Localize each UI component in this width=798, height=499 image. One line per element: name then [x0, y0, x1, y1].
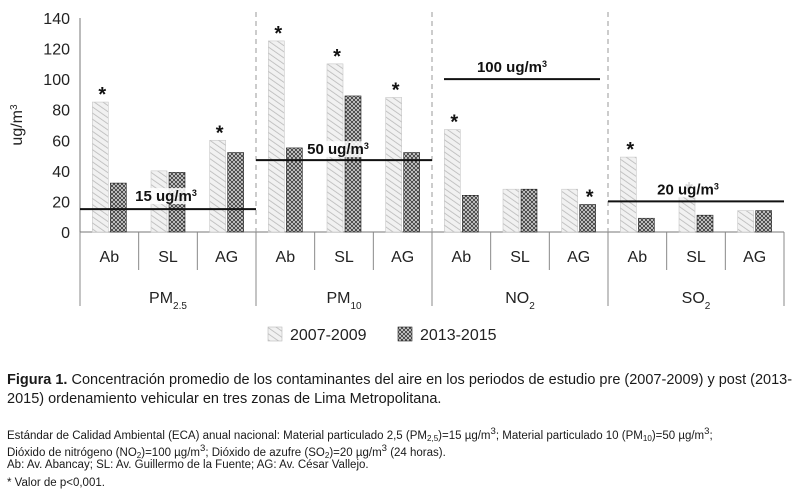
legend-label: 2007-2009 — [290, 327, 367, 344]
standard-label-sup: 3 — [542, 59, 547, 69]
standard-label-sup: 3 — [192, 188, 197, 198]
note-standards-line1: Estándar de Calidad Ambiental (ECA) anua… — [7, 426, 713, 443]
y-axis-label: ug/m3 — [9, 104, 27, 146]
bar-2013-2015 — [344, 95, 362, 233]
category-label: AG — [743, 249, 766, 266]
y-tick-label: 20 — [52, 194, 70, 211]
group-label-sub: 2.5 — [173, 301, 187, 312]
y-tick-label: 40 — [52, 164, 70, 181]
significance-star: * — [216, 122, 224, 144]
standard-label-bg — [473, 59, 551, 76]
legend-label: 2013-2015 — [420, 327, 497, 344]
group-label: SO2 — [682, 290, 711, 312]
y-tick-label: 0 — [61, 225, 70, 242]
standard-label-sup: 3 — [714, 181, 719, 191]
category-label: Ab — [452, 249, 472, 266]
category-label: AG — [391, 249, 414, 266]
bar-2007-2009 — [268, 40, 285, 233]
bar-2013-2015 — [227, 152, 244, 233]
figure-caption-label: Figura 1. — [7, 372, 68, 388]
figure-caption: Figura 1. Concentración promedio de los … — [7, 371, 793, 409]
group-label: PM10 — [326, 290, 362, 312]
group-label-sub: 2 — [529, 301, 535, 312]
category-label: SL — [334, 249, 354, 266]
y-axis-label-sup: 3 — [9, 104, 20, 110]
legend-swatch — [267, 326, 283, 342]
significance-star: * — [392, 79, 400, 101]
bar-2007-2009 — [620, 156, 637, 233]
group-label-sub: 10 — [350, 301, 362, 312]
category-label: AG — [215, 249, 238, 266]
category-label: SL — [510, 249, 530, 266]
bar-chart: 0 20 40 60 80 100 120 140 ug/m3 Ab SL AG PM2.5 Ab SL AG… — [9, 11, 785, 344]
standard-label: 50 ug/m3 — [307, 141, 369, 158]
y-tick-label: 100 — [43, 72, 70, 89]
standard-label-sup: 3 — [364, 141, 369, 151]
significance-star: * — [98, 84, 106, 106]
bar-2007-2009 — [561, 188, 578, 233]
category-label: Ab — [628, 249, 648, 266]
standard-label: 20 ug/m3 — [657, 181, 719, 198]
category-label: SL — [158, 249, 178, 266]
group-label: PM2.5 — [149, 290, 187, 312]
category-label: Ab — [100, 249, 120, 266]
standard-label-bg — [303, 141, 373, 158]
significance-star: * — [586, 186, 594, 208]
standard-label-bg — [131, 188, 201, 205]
standard-label-bg — [653, 181, 723, 198]
bar-2007-2009 — [92, 101, 109, 233]
bar-2007-2009 — [737, 210, 754, 233]
bar-2013-2015 — [403, 152, 420, 233]
bar-2013-2015 — [462, 195, 479, 233]
y-tick-label: 140 — [43, 11, 70, 28]
significance-star: * — [626, 139, 634, 161]
significance-star: * — [333, 46, 341, 68]
y-tick-label: 120 — [43, 42, 70, 59]
bar-2013-2015 — [110, 182, 127, 233]
note-standards-line2: Dióxido de nitrógeno (NO2)=100 µg/m3; Di… — [7, 443, 446, 460]
bar-2007-2009 — [209, 139, 226, 233]
bar-2007-2009 — [502, 188, 520, 233]
bar-2013-2015 — [755, 210, 772, 233]
y-tick-label: 80 — [52, 103, 70, 120]
significance-star: * — [450, 112, 458, 134]
bar-2013-2015 — [696, 214, 714, 233]
legend-swatch — [397, 326, 413, 342]
standard-label: 15 ug/m3 — [135, 188, 197, 205]
category-label: AG — [567, 249, 590, 266]
category-label: Ab — [276, 249, 296, 266]
figure-caption-text: Concentración promedio de los contaminan… — [7, 372, 793, 407]
y-tick-label: 60 — [52, 133, 70, 150]
bar-2013-2015 — [286, 147, 303, 233]
bar-2007-2009 — [385, 97, 402, 233]
note-pvalue: * Valor de p<0,001. — [7, 477, 105, 489]
standard-label: 100 ug/m3 — [477, 59, 547, 76]
group-label: NO2 — [505, 290, 535, 312]
bar-2013-2015 — [520, 188, 538, 233]
group-label-sub: 2 — [705, 301, 711, 312]
significance-star: * — [274, 23, 282, 45]
bar-2013-2015 — [638, 217, 655, 233]
bar-2007-2009 — [444, 129, 461, 233]
bar-2013-2015 — [579, 204, 596, 233]
note-abbreviations: Ab: Av. Abancay; SL: Av. Guillermo de la… — [7, 459, 369, 471]
category-label: SL — [686, 249, 706, 266]
